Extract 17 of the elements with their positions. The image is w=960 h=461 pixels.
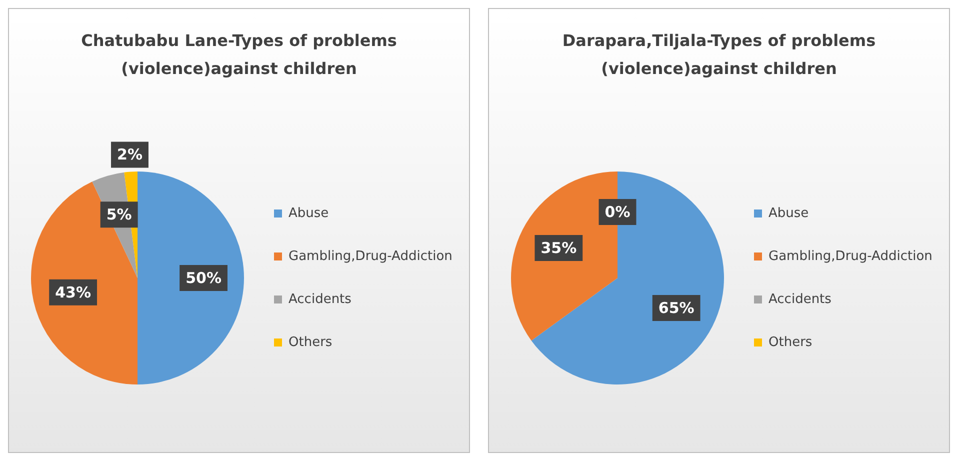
- legend-label: Gambling,Drug-Addiction: [768, 248, 932, 264]
- data-label: 35%: [540, 238, 577, 257]
- legend-label: Gambling,Drug-Addiction: [288, 248, 452, 264]
- legend-label: Accidents: [768, 292, 832, 307]
- legend-label: Abuse: [768, 206, 809, 221]
- legend-label: Others: [768, 334, 812, 350]
- legend-label: Others: [288, 334, 332, 350]
- legend-label: Accidents: [288, 292, 352, 307]
- data-label: 2%: [117, 146, 142, 164]
- data-label: 50%: [186, 268, 222, 287]
- legend-label: Abuse: [288, 206, 329, 221]
- data-label: 65%: [658, 298, 694, 317]
- text: 0%: [604, 202, 630, 221]
- chart-title: Chatubabu Lane-Types of problems (violence)against children: [80, 30, 398, 80]
- chart-title: Darapara,Tiljala-Types of problems (violence)against children: [561, 30, 877, 80]
- data-label: 5%: [106, 205, 132, 224]
- data-label: 43%: [55, 283, 92, 302]
